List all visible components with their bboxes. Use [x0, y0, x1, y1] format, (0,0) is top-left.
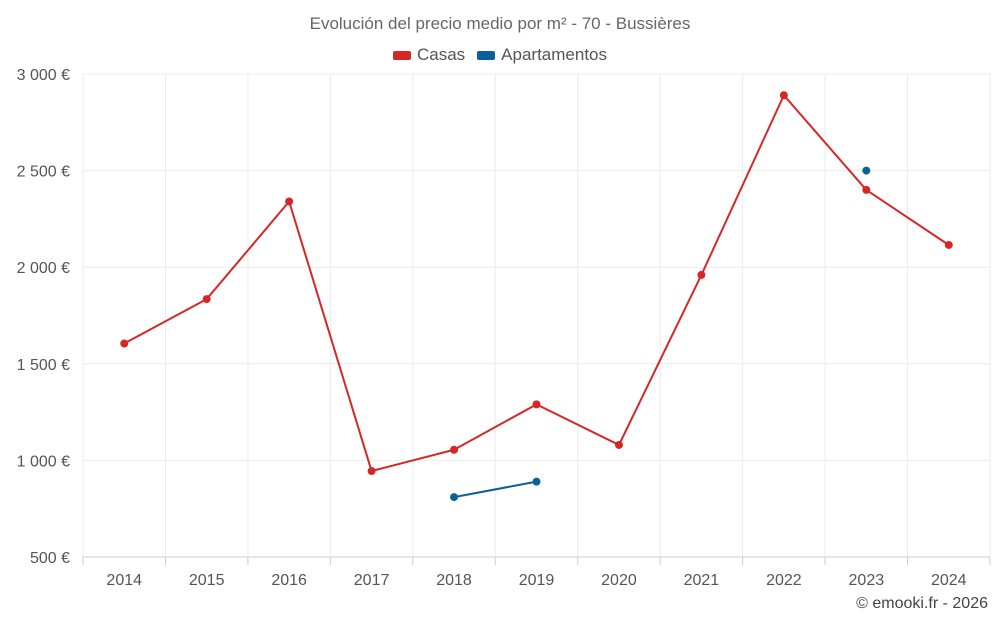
credit-text: © emooki.fr - 2026 — [856, 595, 988, 612]
x-tick-label: 2016 — [271, 572, 307, 589]
y-tick-label: 1 500 € — [17, 357, 70, 374]
y-tick-label: 500 € — [30, 550, 70, 567]
axis-layer: 500 € 1 000 € 1 500 € 2 000 € 2 500 € 3 000 €… — [17, 67, 991, 589]
data-point-casas — [532, 400, 541, 409]
legend-swatch-apartamentos — [477, 50, 496, 60]
data-point-casas — [944, 240, 953, 249]
data-point-apartamentos — [532, 477, 541, 486]
legend: Casas Apartamentos — [0, 45, 1000, 65]
data-point-apartamentos — [450, 493, 459, 502]
x-tick-label: 2024 — [931, 572, 967, 589]
legend-item-casas[interactable]: Casas — [392, 45, 466, 65]
y-tick-label: 2 000 € — [17, 260, 70, 277]
legend-swatch-casas — [392, 50, 411, 60]
data-point-casas — [285, 197, 294, 206]
x-tick-label: 2018 — [436, 572, 472, 589]
x-tick-label: 2019 — [519, 572, 555, 589]
y-tick-label: 3 000 € — [17, 67, 70, 84]
data-point-apartamentos — [862, 166, 871, 175]
data-point-casas — [614, 440, 623, 449]
series-line-apartamentos — [453, 480, 537, 499]
x-tick-label: 2014 — [106, 572, 142, 589]
x-tick-label: 2021 — [684, 572, 720, 589]
legend-label-apartamentos: Apartamentos — [501, 45, 608, 64]
data-point-casas — [862, 185, 871, 194]
chart-title: Evolución del precio medio por m² - 70 -… — [309, 14, 691, 33]
x-tick-label: 2023 — [849, 572, 885, 589]
series-layer — [120, 91, 953, 502]
legend-label-casas: Casas — [416, 45, 466, 64]
data-point-casas — [367, 467, 376, 476]
data-point-casas — [779, 91, 788, 100]
x-tick-label: 2015 — [189, 572, 225, 589]
data-point-casas — [697, 270, 706, 279]
data-point-casas — [202, 295, 211, 304]
y-tick-label: 1 000 € — [17, 453, 70, 470]
legend-item-apartamentos[interactable]: Apartamentos — [477, 45, 607, 65]
x-tick-label: 2020 — [601, 572, 637, 589]
y-tick-label: 2 500 € — [17, 164, 70, 181]
grid-layer — [82, 73, 991, 558]
data-point-casas — [450, 445, 459, 454]
x-tick-label: 2022 — [766, 572, 802, 589]
data-point-casas — [120, 339, 129, 348]
x-tick-label: 2017 — [354, 572, 390, 589]
